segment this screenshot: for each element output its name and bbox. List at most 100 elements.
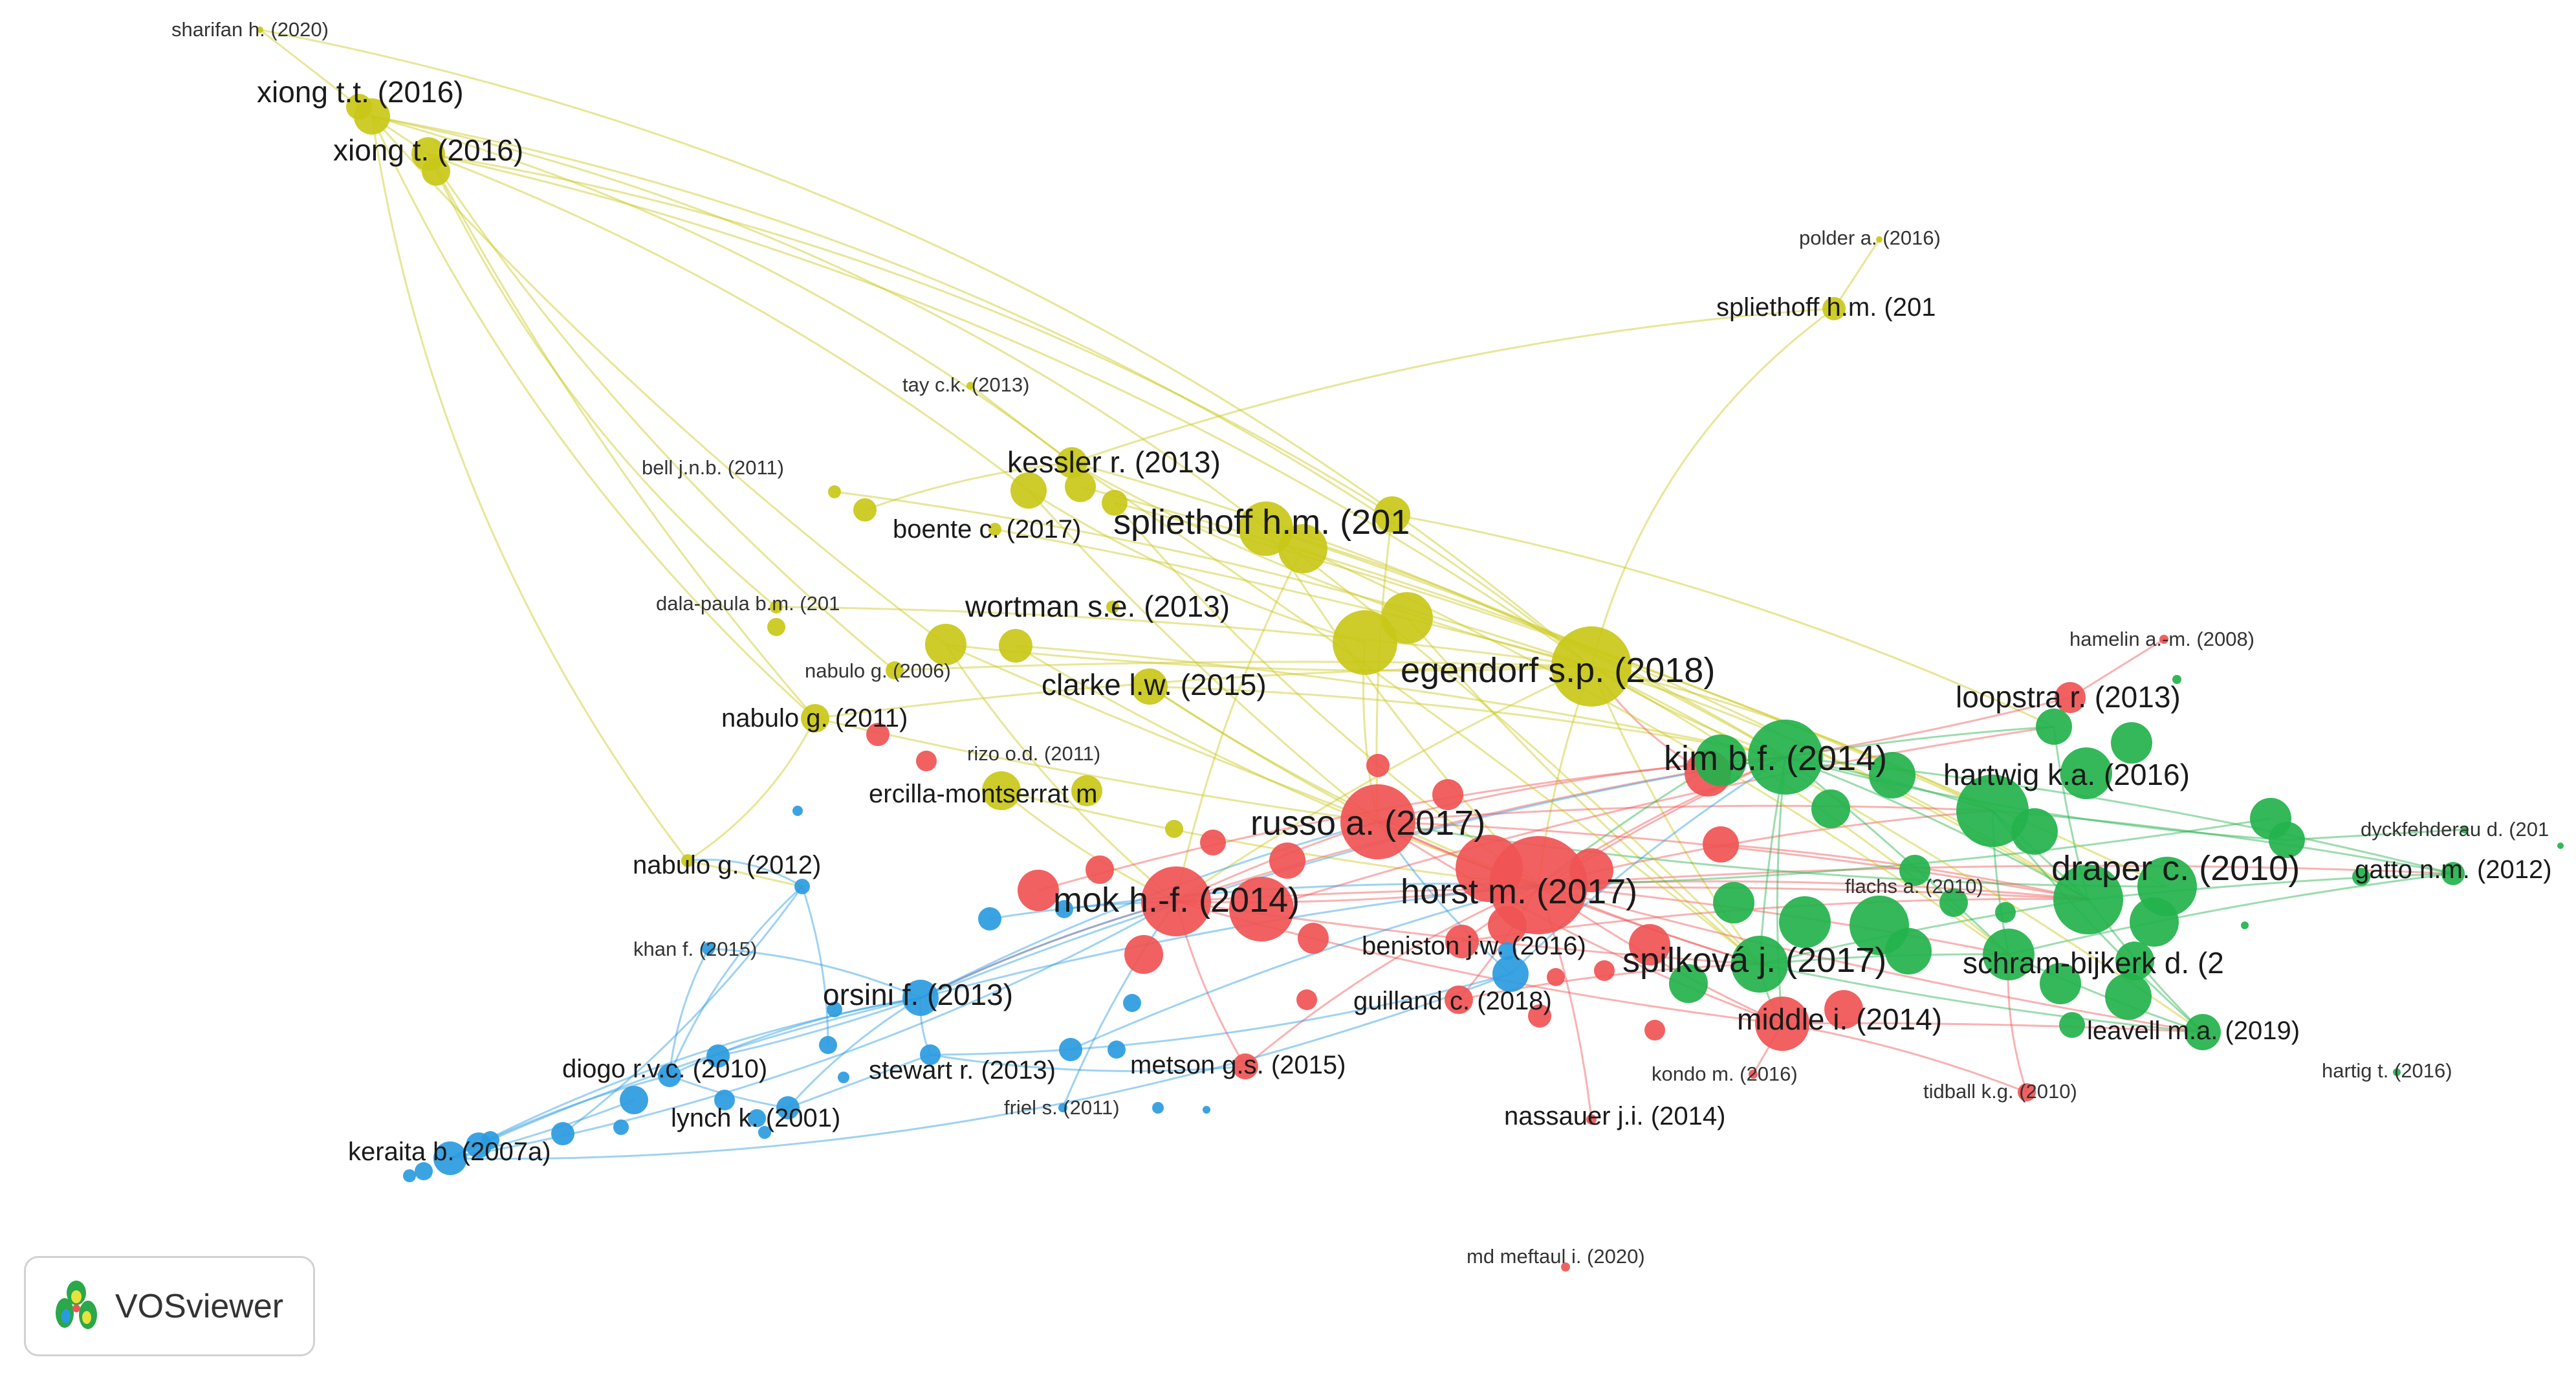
node-keraita-d[interactable] [415,1162,433,1180]
node-kessler[interactable] [1056,447,1087,478]
node-polder[interactable] [1876,236,1883,243]
label-ercilla[interactable]: ercilla-montserrat m [869,780,1097,808]
node-blue-e[interactable] [794,879,810,894]
node-clarke[interactable] [1131,668,1168,705]
node-mok-d[interactable] [1124,935,1163,974]
node-friel-c[interactable] [1203,1106,1210,1114]
label-egendorf[interactable]: egendorf s.p. (2018) [1401,651,1715,690]
node-loopstra-r[interactable] [2055,682,2086,713]
node-xiong-tt-b[interactable] [346,94,372,120]
node-egendorf-b[interactable] [1333,610,1397,675]
label-friel[interactable]: friel s. (2011) [1004,1096,1120,1119]
node-mok-c[interactable] [1018,870,1059,911]
node-tidball[interactable] [2018,1083,2036,1101]
node-ercilla-b[interactable] [1071,775,1102,806]
node-tay[interactable] [966,382,974,390]
label-khan[interactable]: khan f. (2015) [633,938,757,960]
node-mok-b[interactable] [1229,877,1294,942]
node-mok[interactable] [1141,866,1211,936]
label-md-meftaul[interactable]: md meftaul i. (2020) [1467,1245,1645,1268]
node-kondo[interactable] [1749,1070,1758,1079]
node-blue-h[interactable] [838,1072,849,1083]
label-nabulo-2006[interactable]: nabulo g. (2006) [805,659,951,682]
node-diogo[interactable] [658,1064,681,1087]
label-orsini[interactable]: orsini f. (2013) [823,978,1013,1011]
label-stewart[interactable]: stewart r. (2013) [869,1056,1056,1085]
node-red-c[interactable] [1366,754,1390,777]
node-dala-paula[interactable] [770,600,783,613]
node-middle-b[interactable] [1824,990,1863,1029]
label-tay[interactable]: tay c.k. (2013) [902,373,1029,396]
node-nassauer[interactable] [1586,1114,1597,1125]
node-hamelin-g[interactable] [2172,675,2181,684]
node-kim-d[interactable] [1811,789,1850,828]
label-hartwig[interactable]: hartwig k.a. (2016) [1943,758,2190,791]
label-xiong-t[interactable]: xiong t. (2016) [333,133,523,167]
node-horst-d[interactable] [1488,906,1527,945]
node-guilland-c[interactable] [1547,968,1565,986]
node-keraita-f[interactable] [481,1131,499,1149]
node-mok-g[interactable] [1086,855,1114,884]
label-sharifan[interactable]: sharifan h. (2020) [171,18,329,41]
node-orsini-b[interactable] [978,907,1001,931]
node-russo[interactable] [1340,784,1415,859]
node-horst-b[interactable] [1456,835,1523,902]
node-schram[interactable] [1983,929,2035,980]
node-red-b[interactable] [916,751,937,771]
node-middle-c[interactable] [1644,1020,1665,1041]
node-gatto[interactable] [2441,862,2465,885]
node-schram-b[interactable] [2040,963,2081,1004]
node-hartwig[interactable] [1956,775,2029,847]
node-kim[interactable] [1748,720,1823,795]
node-loopstra[interactable] [2036,709,2072,745]
node-kim-c[interactable] [1869,752,1916,799]
label-kim[interactable]: kim b.f. (2014) [1664,739,1887,778]
node-blue-mid-b[interactable] [1498,942,1516,960]
label-guilland[interactable]: guilland c. (2018) [1353,987,1552,1015]
label-horst[interactable]: horst m. (2017) [1401,872,1637,911]
node-stewart-b[interactable] [1059,1038,1082,1061]
label-dala-paula[interactable]: dala-paula b.m. (201 [656,592,840,615]
node-friel-b[interactable] [1152,1102,1164,1114]
node-mok-f[interactable] [1298,923,1329,954]
node-spilkova-e[interactable] [1669,964,1708,1003]
node-metson[interactable] [1232,1053,1258,1079]
label-leavell[interactable]: leavell m.a. (2019) [2087,1017,2300,1045]
label-bell[interactable]: bell j.n.b. (2011) [642,456,784,479]
node-wortman[interactable] [925,624,966,665]
node-draper[interactable] [2053,865,2123,934]
node-dala-paula-b[interactable] [767,618,785,636]
node-nabulo-2006[interactable] [886,661,904,679]
node-middle[interactable] [1755,997,1809,1051]
node-blue-f[interactable] [792,806,803,816]
label-tidball[interactable]: tidball k.g. (2010) [1923,1080,2077,1103]
node-leavell[interactable] [2185,1014,2221,1050]
node-diogo-d[interactable] [714,1090,735,1110]
node-green-h[interactable] [2241,921,2249,929]
node-spilkova[interactable] [1731,936,1788,993]
node-blue-g[interactable] [758,1126,771,1139]
node-lynch-d[interactable] [827,1002,842,1017]
node-kim-b[interactable] [1695,734,1747,786]
node-red-a[interactable] [866,723,890,746]
label-wortman[interactable]: wortman s.e. (2013) [965,589,1230,623]
label-xiong-tt[interactable]: xiong t.t. (2016) [257,75,464,109]
label-polder[interactable]: polder a. (2016) [1799,226,1941,249]
node-lynch-c[interactable] [819,1036,837,1054]
node-flachs[interactable] [1939,888,1968,917]
node-russo-b[interactable] [1432,779,1463,810]
vosviewer-logo[interactable]: VOSviewer [24,1256,315,1356]
node-beniston[interactable] [1445,925,1479,958]
label-mok[interactable]: mok h.-f. (2014) [1053,881,1300,920]
label-nassauer[interactable]: nassauer j.i. (2014) [1504,1102,1725,1130]
node-keraita-g[interactable] [613,1119,629,1135]
label-nabulo-2011[interactable]: nabulo g. (2011) [721,704,908,733]
node-nabulo-2011[interactable] [801,704,829,733]
node-stewart[interactable] [920,1044,941,1065]
node-guilland-b[interactable] [1528,1004,1551,1028]
label-keraita[interactable]: keraita b. (2007a) [348,1138,551,1166]
node-russo-y[interactable] [1165,820,1183,838]
node-beniston-b[interactable] [1629,924,1670,965]
node-schram-d[interactable] [2115,942,2154,980]
